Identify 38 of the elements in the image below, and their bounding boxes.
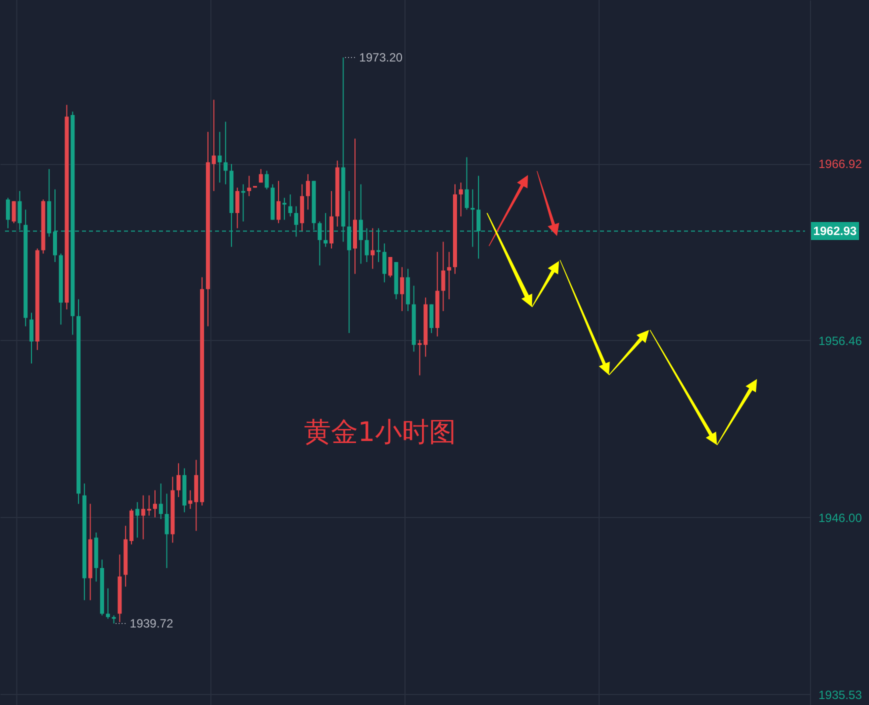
candlestick	[224, 121, 228, 185]
candlestick	[247, 175, 252, 197]
candlestick	[418, 339, 422, 376]
candlestick	[218, 131, 222, 184]
candlestick	[258, 168, 263, 184]
candlestick	[458, 182, 463, 217]
candlestick	[29, 312, 34, 364]
candlestick	[12, 200, 16, 224]
candlestick	[276, 180, 281, 224]
y-tick-label: 1966.92	[818, 157, 862, 172]
candlestick	[447, 251, 452, 300]
candlestick	[441, 241, 446, 312]
candlestick	[212, 99, 216, 192]
ref-line-label: 1962.93	[811, 222, 859, 240]
candlestick	[382, 242, 386, 283]
candlestick	[264, 170, 269, 190]
candlestick	[106, 588, 110, 620]
candlestick	[429, 304, 434, 334]
annotation: 1973.20	[359, 50, 403, 64]
candlestick	[235, 187, 240, 229]
candlestick	[164, 493, 169, 569]
candlestick	[6, 197, 10, 229]
candlestick	[176, 462, 181, 498]
candlestick	[400, 266, 404, 312]
annotation: 1939.72	[130, 616, 174, 631]
y-tick-label: 1935.53	[818, 688, 862, 702]
candlestick	[135, 502, 140, 538]
candlestick	[153, 490, 157, 518]
candlestick	[141, 494, 146, 540]
candlestick	[388, 256, 392, 278]
candlestick	[158, 483, 163, 520]
candlestick	[288, 194, 292, 217]
y-tick-label: 1946.00	[818, 510, 862, 525]
y-tick-label: 1956.46	[818, 334, 862, 348]
candlestick	[306, 174, 310, 210]
annotation: 黄金1小时图	[302, 416, 458, 450]
candlestick	[464, 156, 469, 210]
candlestick	[370, 228, 375, 270]
